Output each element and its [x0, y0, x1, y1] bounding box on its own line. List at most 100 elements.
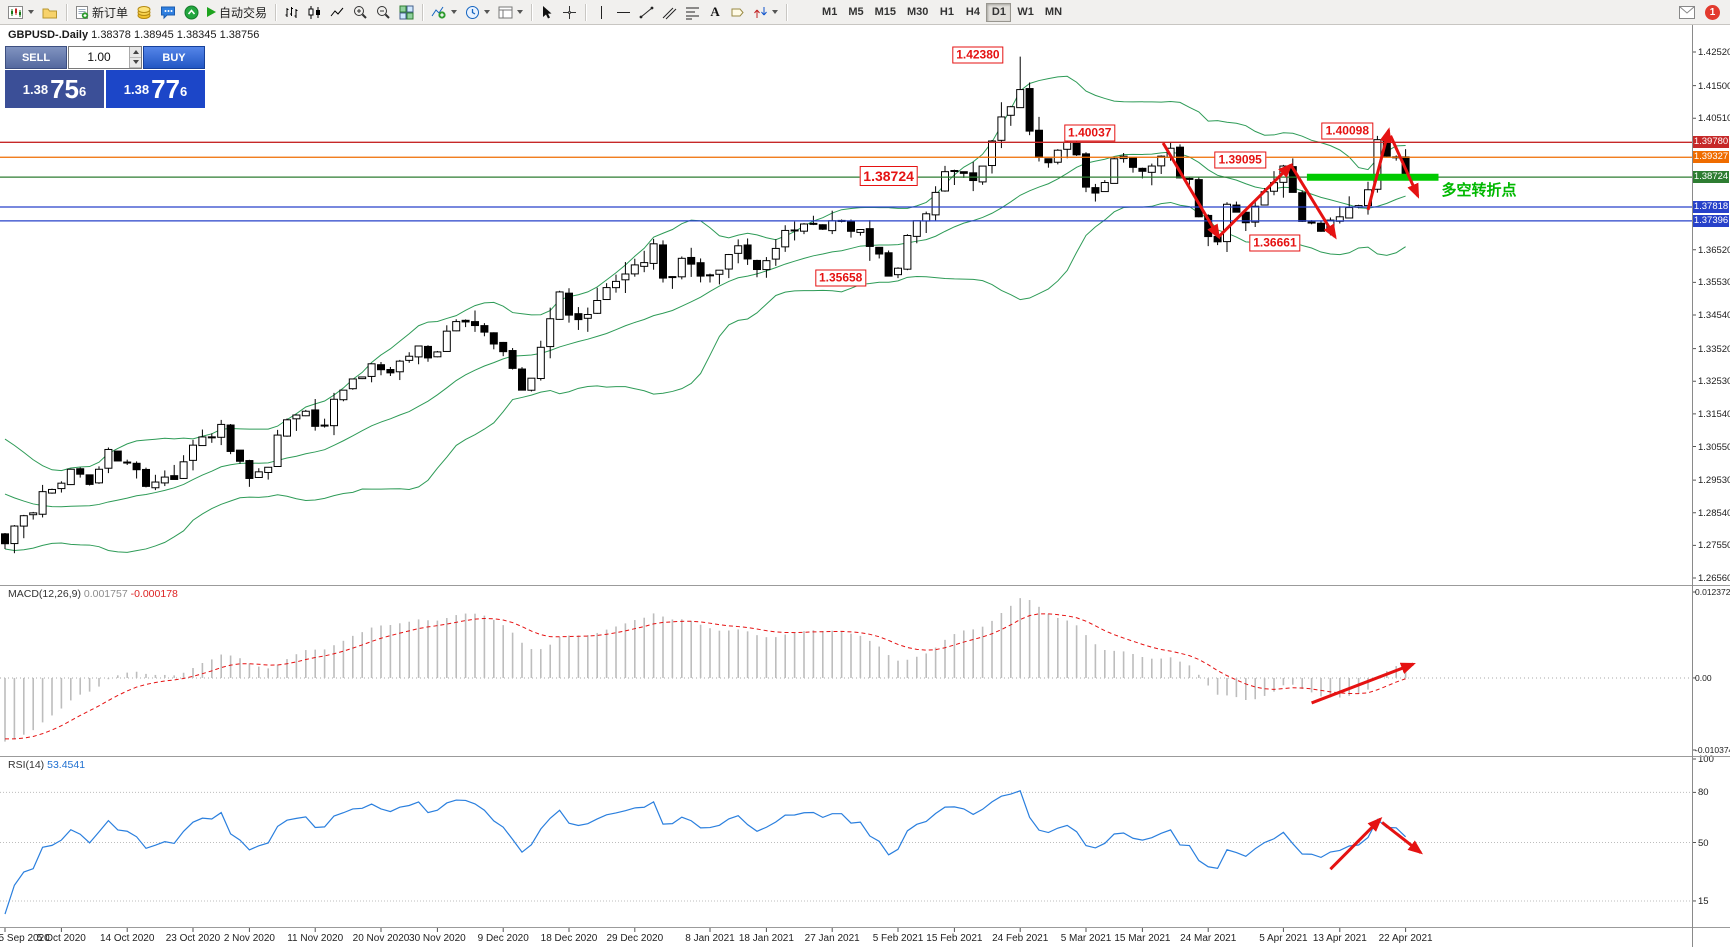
sell-price-pips: 75: [50, 74, 79, 104]
fibonacci-icon: [685, 5, 700, 20]
macd-name: MACD(12,26,9): [8, 588, 81, 600]
horizontal-line-icon: [616, 5, 631, 20]
triangle-up-icon: [132, 49, 139, 54]
chevron-down-icon: [484, 10, 491, 14]
news-button[interactable]: [1675, 2, 1699, 23]
crosshair-icon: [562, 5, 577, 20]
indicator-add-icon: [431, 5, 447, 20]
symbol-info: GBPUSD-.Daily 1.38378 1.38945 1.38345 1.…: [8, 29, 259, 41]
support-button[interactable]: [180, 2, 203, 23]
pane-separator[interactable]: [0, 927, 1730, 928]
fibonacci-button[interactable]: [681, 2, 704, 23]
toolbar-separator: [531, 3, 533, 21]
turning-point-annotation-label[interactable]: 多空转折点: [1441, 182, 1517, 200]
timeframe-button-D1[interactable]: D1: [986, 2, 1012, 22]
timeframe-button-MN[interactable]: MN: [1044, 5, 1063, 18]
support-circle-icon: [184, 5, 199, 20]
volume-spinner: [129, 47, 141, 68]
timeframe-button-H1[interactable]: H1: [939, 5, 954, 18]
templates-button[interactable]: [494, 2, 527, 23]
macd-histogram: [4, 598, 1407, 742]
order-document-icon: [75, 5, 89, 20]
timeframe-button-M1[interactable]: M1: [822, 5, 838, 18]
chevron-down-icon: [517, 10, 524, 14]
candlestick-chart-button[interactable]: [303, 2, 326, 23]
macd-signal-line: [4, 613, 1406, 740]
new-chart-button[interactable]: [4, 2, 38, 23]
periods-button[interactable]: [461, 2, 494, 23]
triangle-down-icon: [132, 60, 139, 65]
chevron-down-icon: [28, 10, 34, 14]
chevron-down-icon: [451, 10, 458, 14]
timeframe-button-H4[interactable]: H4: [965, 5, 980, 18]
pane-separator[interactable]: [0, 585, 1730, 586]
timeframe-group: M1 M5 M15 M30 H1 H4 D1 W1 MN: [817, 2, 1067, 22]
timeframe-button-W1[interactable]: W1: [1017, 5, 1034, 18]
channel-button[interactable]: [658, 2, 681, 23]
indicators-button[interactable]: [427, 2, 461, 23]
horizontal-line-objects[interactable]: [0, 141, 1692, 222]
toolbar-separator: [66, 3, 67, 21]
trade-panel-price-row: 1.38 75 6 1.38 77 6: [5, 70, 205, 108]
trend-arrows[interactable]: [1161, 127, 1424, 871]
sell-price[interactable]: 1.38 75 6: [5, 70, 104, 108]
cursor-icon: [541, 5, 553, 20]
zoom-out-button[interactable]: [372, 2, 395, 23]
tile-windows-icon: [399, 5, 414, 20]
trade-panel-top-row: SELL 1.00 BUY: [5, 46, 205, 69]
sell-price-fraction: 6: [79, 83, 87, 99]
crosshair-button[interactable]: [558, 2, 581, 23]
text-tool-icon: A: [710, 4, 720, 19]
symbol-title: GBPUSD-.Daily: [8, 29, 89, 41]
chat-button[interactable]: [156, 2, 180, 23]
profiles-button[interactable]: [38, 2, 62, 23]
volume-stepper[interactable]: 1.00: [68, 46, 142, 69]
rsi-name: RSI(14): [8, 759, 45, 771]
macd-signal-value: -0.000178: [130, 588, 178, 600]
buy-price-fraction: 6: [180, 83, 188, 99]
horizontal-line-button[interactable]: [612, 2, 635, 23]
candlestick-icon: [307, 5, 322, 20]
toolbar: 新订单 自动交易: [0, 0, 1730, 25]
trendline-button[interactable]: [635, 2, 658, 23]
timeframe-button-M15[interactable]: M15: [874, 5, 896, 18]
zoom-in-icon: [353, 5, 368, 20]
autotrading-button[interactable]: 自动交易: [203, 2, 271, 23]
volume-up-button[interactable]: [130, 47, 141, 58]
buy-button[interactable]: BUY: [143, 46, 205, 69]
channel-icon: [662, 5, 677, 20]
macd-main-value: 0.001757: [83, 588, 128, 600]
new-order-button[interactable]: 新订单: [71, 2, 132, 23]
label-tag-icon: [730, 5, 745, 20]
volume-value[interactable]: 1.00: [87, 50, 111, 64]
folder-icon: [42, 5, 58, 20]
pane-separator[interactable]: [0, 756, 1730, 757]
rsi-value: 53.4541: [47, 759, 86, 771]
cursor-button[interactable]: [536, 2, 558, 23]
toolbar-separator: [786, 3, 788, 21]
timeframe-button-M5[interactable]: M5: [848, 5, 864, 18]
text-label-button[interactable]: [726, 2, 749, 23]
bar-chart-button[interactable]: [280, 2, 303, 23]
deposit-coins-button[interactable]: [132, 2, 156, 23]
notification-badge[interactable]: 1: [1705, 4, 1720, 20]
tile-windows-button[interactable]: [395, 2, 418, 23]
rsi-pane-label: RSI(14) 53.4541: [8, 759, 85, 771]
chat-bubble-icon: [160, 5, 176, 20]
text-button[interactable]: A: [704, 2, 726, 23]
buy-price[interactable]: 1.38 77 6: [106, 70, 205, 108]
zoom-in-button[interactable]: [349, 2, 372, 23]
timeframe-button-M30[interactable]: M30: [907, 5, 929, 18]
rsi-line: [4, 790, 1407, 915]
line-chart-icon: [330, 5, 345, 20]
symbol-ohlc: 1.38378 1.38945 1.38345 1.38756: [91, 29, 260, 41]
vertical-line-button[interactable]: [590, 2, 612, 23]
toolbar-right-group: 1: [1675, 2, 1726, 23]
macd-pane-label: MACD(12,26,9) 0.001757 -0.000178: [8, 588, 178, 600]
arrows-list-button[interactable]: [749, 2, 782, 23]
volume-down-button[interactable]: [130, 57, 141, 68]
vertical-line-icon: [596, 5, 607, 20]
line-chart-button[interactable]: [326, 2, 349, 23]
sell-button[interactable]: SELL: [5, 46, 67, 69]
